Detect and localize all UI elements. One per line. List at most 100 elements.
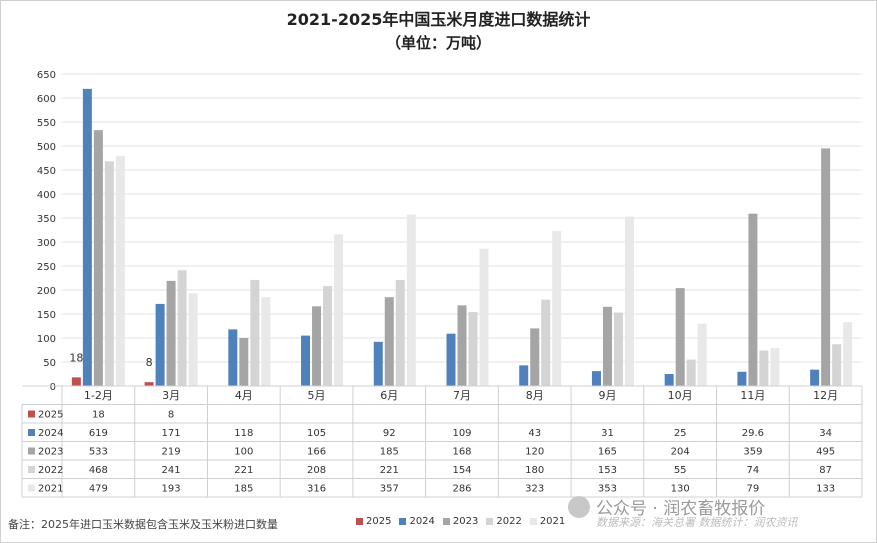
data-label: 8 — [146, 356, 153, 369]
bar-2024-5 — [446, 333, 456, 386]
table-cell: 120 — [525, 447, 544, 458]
table-cell: 533 — [89, 447, 108, 458]
x-tick-label: 1-2月 — [84, 389, 113, 402]
chart-title: 2021-2025年中国玉米月度进口数据统计 — [286, 10, 591, 29]
table-series-name: 2023 — [38, 447, 63, 458]
y-tick-label: 600 — [37, 94, 56, 105]
x-tick-label: 10月 — [668, 389, 693, 402]
legend-swatch — [486, 518, 494, 525]
bar-2023-7 — [602, 306, 612, 386]
bar-2023-8 — [675, 288, 685, 386]
bar-2021-10 — [843, 322, 853, 386]
bar-2022-8 — [686, 359, 696, 386]
y-tick-label: 550 — [37, 118, 56, 129]
table-cell: 221 — [234, 465, 253, 476]
bar-2021-0 — [115, 156, 125, 386]
bar-2022-0 — [104, 161, 114, 386]
bar-2021-9 — [770, 348, 780, 386]
bar-2021-1 — [188, 293, 198, 386]
table-cell: 168 — [452, 447, 471, 458]
footnote: 备注：2025年进口玉米数据包含玉米及玉米粉进口数量 — [8, 518, 278, 531]
y-tick-label: 0 — [50, 382, 56, 393]
legend-label: 2025 — [366, 516, 392, 527]
x-tick-label: 5月 — [308, 389, 326, 402]
y-tick-label: 300 — [37, 238, 56, 249]
table-cell: 55 — [674, 465, 687, 476]
bar-2021-2 — [261, 297, 271, 386]
table-legend-swatch — [28, 466, 35, 473]
table-cell: 316 — [307, 484, 326, 495]
table-series-name: 2024 — [38, 428, 63, 439]
legend-label: 2021 — [539, 516, 566, 527]
table-cell: 8 — [168, 410, 174, 421]
bar-2023-3 — [312, 306, 322, 386]
table-series-name: 2022 — [38, 465, 63, 476]
y-tick-label: 350 — [37, 214, 56, 225]
legend-swatch — [529, 518, 537, 525]
table-cell: 619 — [89, 428, 108, 439]
x-tick-label: 3月 — [162, 389, 180, 402]
bar-2022-9 — [759, 350, 769, 386]
table-cell: 109 — [452, 428, 471, 439]
bar-2023-1 — [166, 280, 176, 386]
legend: 2025 2024 2023 2022 2021 — [356, 516, 565, 527]
bar-2022-5 — [468, 312, 478, 386]
data-source: 数据来源：海关总署 数据统计：润农资讯 — [596, 516, 798, 529]
bar-2024-9 — [737, 371, 747, 386]
bar-2022-2 — [250, 279, 260, 386]
table-cell: 133 — [816, 484, 835, 495]
x-tick-label: 12月 — [813, 389, 838, 402]
bar-2023-10 — [821, 148, 831, 386]
legend-item-2023: 2023 — [442, 516, 478, 527]
table-cell: 31 — [601, 428, 614, 439]
bar-2022-1 — [177, 270, 187, 386]
bar-2024-7 — [591, 371, 601, 386]
bar-2025-0 — [71, 377, 81, 386]
table-cell: 353 — [598, 484, 617, 495]
table-legend-swatch — [28, 429, 35, 436]
bar-2021-6 — [552, 230, 562, 386]
table-cell: 323 — [525, 484, 544, 495]
table-legend-swatch — [28, 447, 35, 455]
table-cell: 18 — [92, 410, 105, 421]
x-tick-label: 4月 — [235, 389, 253, 402]
bar-2023-9 — [748, 213, 758, 386]
legend-label: 2022 — [496, 516, 522, 527]
watermark: 公众号 · 润农畜牧报价 — [568, 494, 765, 519]
bar-2024-1 — [155, 303, 165, 386]
legend-item-2021: 2021 — [529, 516, 566, 527]
bar-2024-4 — [373, 341, 383, 386]
table-cell: 221 — [380, 465, 399, 476]
table-cell: 495 — [816, 447, 835, 458]
table-cell: 468 — [89, 465, 108, 476]
table-cell: 180 — [525, 465, 544, 476]
bar-2022-10 — [832, 344, 842, 386]
bar-2024-10 — [810, 369, 820, 386]
x-tick-label: 6月 — [380, 389, 398, 402]
table-cell: 193 — [162, 484, 181, 495]
table-cell: 43 — [528, 428, 541, 439]
table-cell: 286 — [452, 484, 471, 495]
table-cell: 29.6 — [742, 428, 764, 439]
watermark-text: 公众号 · 润农畜牧报价 — [596, 499, 766, 519]
x-tick-label: 9月 — [598, 389, 616, 402]
table-cell: 185 — [380, 447, 399, 458]
legend-item-2024: 2024 — [399, 516, 435, 527]
table-cell: 166 — [307, 447, 326, 458]
bar-2023-5 — [457, 305, 467, 386]
table-cell: 105 — [307, 428, 326, 439]
bar-2023-2 — [239, 338, 249, 386]
table-cell: 100 — [234, 447, 253, 458]
table-cell: 87 — [819, 465, 832, 476]
table-cell: 208 — [307, 465, 326, 476]
table-cell: 92 — [383, 428, 396, 439]
table-cell: 171 — [162, 428, 181, 439]
y-tick-label: 50 — [43, 358, 56, 369]
bar-2021-5 — [479, 248, 489, 386]
legend-swatch — [356, 518, 363, 525]
bar-2024-3 — [301, 335, 311, 386]
bar-2024-2 — [228, 329, 238, 386]
table-cell: 118 — [234, 428, 253, 439]
y-tick-label: 100 — [37, 334, 56, 345]
